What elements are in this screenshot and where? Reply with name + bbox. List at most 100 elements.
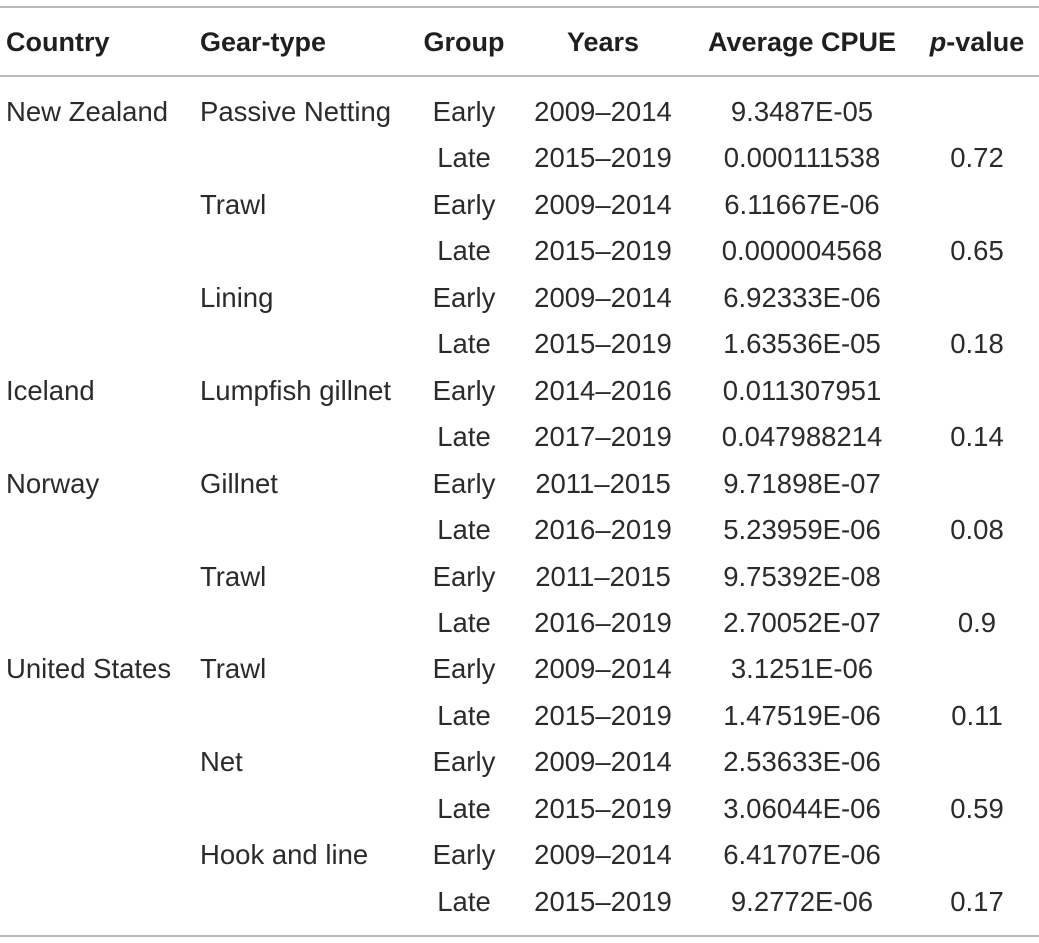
cell-gear-type: Trawl bbox=[200, 188, 267, 220]
cell-gear-type: Net bbox=[200, 746, 243, 778]
cell-group: Late bbox=[437, 328, 491, 360]
cell-group: Early bbox=[432, 653, 496, 685]
cell-years: 2014–2016 bbox=[534, 374, 672, 406]
cell-years: 2011–2015 bbox=[535, 560, 671, 592]
table-row: Lining Early 2009–2014 6.92333E-06 bbox=[0, 278, 1039, 318]
cell-average-cpue: 1.63536E-05 bbox=[723, 328, 881, 360]
cell-p-value bbox=[918, 464, 1036, 504]
header-p-rest: -value bbox=[946, 27, 1025, 57]
table-header-row: Country Gear-type Group Years Average CP… bbox=[0, 22, 1039, 62]
cell-gear-type: Passive Netting bbox=[200, 96, 392, 127]
cell-country: United States bbox=[6, 653, 172, 685]
cell-p-value bbox=[918, 557, 1036, 597]
cell-years: 2009–2014 bbox=[534, 839, 672, 871]
cell-p-value: 0.18 bbox=[950, 328, 1004, 360]
cell-p-value bbox=[918, 92, 1036, 132]
cell-p-value: 0.72 bbox=[950, 142, 1004, 174]
cell-years: 2016–2019 bbox=[534, 514, 672, 546]
cell-group: Early bbox=[432, 746, 496, 778]
cell-p-value: 0.14 bbox=[950, 421, 1004, 453]
cell-group: Early bbox=[432, 281, 496, 313]
cell-group: Early bbox=[432, 839, 496, 871]
cell-gear-type: Trawl bbox=[200, 560, 267, 592]
cell-country: New Zealand bbox=[6, 96, 169, 127]
header-p-value: p-value bbox=[918, 22, 1036, 62]
cell-p-value: 0.17 bbox=[950, 885, 1004, 917]
table-row: Late 2015–2019 3.06044E-06 0.59 bbox=[0, 789, 1039, 829]
cell-group: Late bbox=[437, 885, 491, 917]
cell-years: 2009–2014 bbox=[534, 96, 672, 127]
cell-p-value: 0.11 bbox=[951, 699, 1003, 731]
table-row: Late 2016–2019 2.70052E-07 0.9 bbox=[0, 603, 1039, 643]
cell-average-cpue: 0.011307951 bbox=[722, 374, 882, 406]
cell-p-value: 0.9 bbox=[957, 607, 997, 638]
cell-average-cpue: 0.000004568 bbox=[721, 235, 883, 267]
table-row: Late 2015–2019 0.000004568 0.65 bbox=[0, 231, 1039, 271]
cell-average-cpue: 6.92333E-06 bbox=[723, 281, 881, 313]
cell-years: 2016–2019 bbox=[534, 607, 672, 638]
table-row: Late 2015–2019 9.2772E-06 0.17 bbox=[0, 882, 1039, 922]
cell-average-cpue: 3.06044E-06 bbox=[723, 792, 881, 824]
cell-country: Norway bbox=[6, 467, 100, 499]
cell-group: Late bbox=[437, 514, 491, 546]
cell-average-cpue: 2.53633E-06 bbox=[723, 746, 881, 778]
header-group: Group bbox=[423, 27, 505, 57]
cell-average-cpue: 2.70052E-07 bbox=[723, 607, 881, 638]
cell-group: Early bbox=[432, 467, 496, 499]
cell-group: Late bbox=[437, 607, 491, 638]
cell-gear-type: Lumpfish gillnet bbox=[200, 374, 392, 406]
cell-years: 2015–2019 bbox=[534, 235, 672, 267]
table-row: Norway Gillnet Early 2011–2015 9.71898E-07 bbox=[0, 464, 1039, 504]
cell-average-cpue: 6.41707E-06 bbox=[723, 839, 881, 871]
cell-average-cpue: 9.75392E-08 bbox=[723, 560, 881, 592]
cell-p-value: 0.65 bbox=[950, 235, 1004, 267]
header-country: Country bbox=[6, 27, 110, 57]
table-row: Iceland Lumpfish gillnet Early 2014–2016 0.0… bbox=[0, 371, 1039, 411]
cell-average-cpue: 6.11667E-06 bbox=[724, 188, 880, 220]
cell-group: Late bbox=[437, 142, 491, 174]
table-row: United States Trawl Early 2009–2014 3.1251E-… bbox=[0, 649, 1039, 689]
table-bottom-rule bbox=[0, 935, 1039, 937]
cell-years: 2015–2019 bbox=[534, 792, 672, 824]
cell-group: Late bbox=[437, 235, 491, 267]
header-p-italic: p bbox=[929, 27, 947, 57]
cell-p-value bbox=[918, 278, 1036, 318]
cell-p-value bbox=[918, 371, 1036, 411]
cell-p-value: 0.59 bbox=[950, 792, 1004, 824]
cell-group: Early bbox=[432, 560, 496, 592]
cell-average-cpue: 1.47519E-06 bbox=[723, 699, 881, 731]
cell-group: Late bbox=[437, 792, 491, 824]
cell-average-cpue: 0.000111538 bbox=[723, 142, 881, 174]
cell-years: 2017–2019 bbox=[534, 421, 672, 453]
table-row: Late 2015–2019 0.000111538 0.72 bbox=[0, 138, 1039, 178]
table-row: New Zealand Passive Netting Early 2009–2014… bbox=[0, 92, 1039, 132]
cell-years: 2011–2015 bbox=[535, 467, 671, 499]
cell-years: 2015–2019 bbox=[534, 699, 672, 731]
cell-average-cpue: 5.23959E-06 bbox=[723, 514, 881, 546]
table-row: Trawl Early 2011–2015 9.75392E-08 bbox=[0, 557, 1039, 597]
cell-country: Iceland bbox=[6, 374, 95, 406]
header-average-cpue: Average CPUE bbox=[707, 27, 897, 57]
table-row: Net Early 2009–2014 2.53633E-06 bbox=[0, 742, 1039, 782]
cell-p-value bbox=[918, 649, 1036, 689]
cell-gear-type: Hook and line bbox=[200, 839, 369, 871]
cell-p-value bbox=[918, 742, 1036, 782]
cell-years: 2009–2014 bbox=[534, 281, 672, 313]
cell-average-cpue: 9.2772E-06 bbox=[730, 885, 874, 917]
cell-p-value bbox=[918, 835, 1036, 875]
cell-gear-type: Gillnet bbox=[200, 467, 278, 499]
cell-group: Early bbox=[432, 374, 496, 406]
cell-average-cpue: 3.1251E-06 bbox=[730, 653, 874, 685]
cell-years: 2009–2014 bbox=[534, 746, 672, 778]
cell-average-cpue: 0.047988214 bbox=[721, 421, 883, 453]
table-row: Late 2015–2019 1.47519E-06 0.11 bbox=[0, 696, 1039, 736]
cell-years: 2009–2014 bbox=[534, 653, 672, 685]
cell-average-cpue: 9.3487E-05 bbox=[730, 96, 874, 127]
cell-years: 2009–2014 bbox=[534, 188, 672, 220]
table-row: Late 2017–2019 0.047988214 0.14 bbox=[0, 417, 1039, 457]
table-row: Late 2016–2019 5.23959E-06 0.08 bbox=[0, 510, 1039, 550]
cell-p-value: 0.08 bbox=[950, 514, 1004, 546]
table-top-rule bbox=[0, 6, 1039, 8]
table-row: Hook and line Early 2009–2014 6.41707E-06 bbox=[0, 835, 1039, 875]
cell-average-cpue: 9.71898E-07 bbox=[723, 467, 881, 499]
